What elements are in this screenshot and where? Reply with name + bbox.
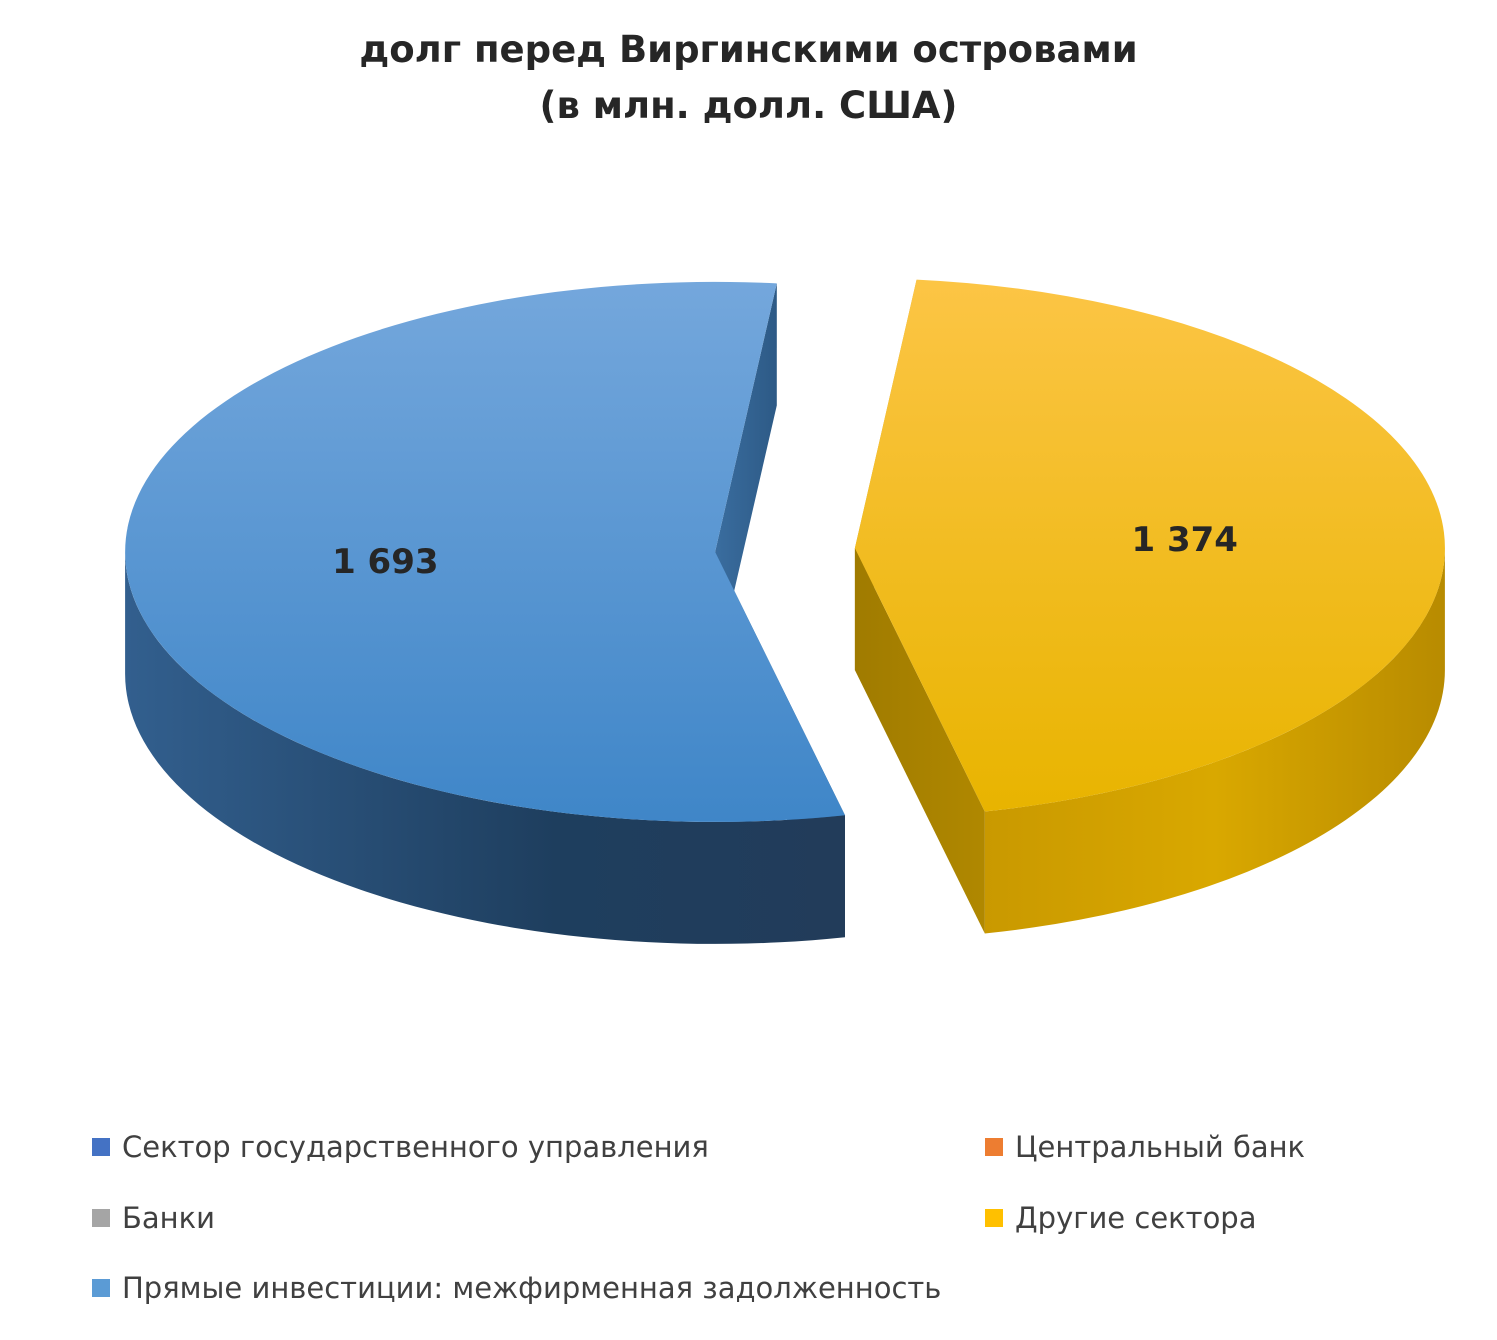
- legend-label: Прямые инвестиции: межфирменная задолжен…: [122, 1271, 942, 1305]
- data-label-3: 1 374: [1131, 520, 1237, 560]
- legend-item: Сектор государственного управления: [92, 1130, 709, 1164]
- pie-slice-3: [854, 279, 1445, 934]
- pie-data-labels: 1 374 1 693: [332, 520, 1238, 582]
- chart-title-line: долг перед Виргинскими островами: [359, 28, 1138, 71]
- legend-label: Банки: [122, 1201, 215, 1235]
- legend-swatch: [985, 1138, 1003, 1156]
- legend-item: Другие сектора: [985, 1201, 1257, 1235]
- pie-slice-side: [125, 551, 845, 944]
- legend-swatch: [92, 1279, 110, 1297]
- legend-label: Другие сектора: [1015, 1201, 1257, 1235]
- pie-slice-4: [125, 281, 845, 944]
- legend-swatch: [92, 1138, 110, 1156]
- legend-label: Центральный банк: [1015, 1130, 1306, 1164]
- pie-chart: 1 374 1 693: [125, 279, 1445, 944]
- pie-slices: [125, 279, 1445, 944]
- pie-slice-wall-end: [715, 283, 777, 674]
- legend-item: Банки: [92, 1201, 215, 1235]
- legend-item: Центральный банк: [985, 1130, 1305, 1164]
- pie-slice-wall-end: [854, 548, 985, 934]
- legend-swatch: [92, 1209, 110, 1227]
- legend-label: Сектор государственного управления: [122, 1130, 709, 1164]
- pie-slice-top: [854, 279, 1445, 812]
- legend-item: Прямые инвестиции: межфирменная задолжен…: [92, 1271, 941, 1305]
- data-label-4: 1 693: [332, 542, 438, 582]
- chart-subtitle-line: (в млн. долл. США): [539, 84, 958, 127]
- legend-swatch: [985, 1209, 1003, 1227]
- pie-slice-side: [984, 548, 1445, 934]
- pie-slice-top: [125, 281, 845, 822]
- chart-title: долг перед Виргинскими островами (в млн.…: [0, 22, 1497, 134]
